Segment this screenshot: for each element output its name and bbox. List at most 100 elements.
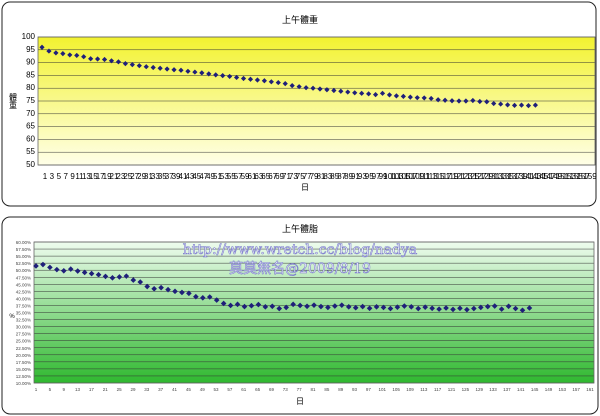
data-point xyxy=(192,69,198,75)
weight-chart-title: 上午體重 xyxy=(282,14,318,26)
data-point xyxy=(324,87,330,93)
data-point xyxy=(81,269,88,276)
data-point xyxy=(234,301,241,308)
data-point xyxy=(74,268,81,274)
data-point xyxy=(61,267,67,274)
x-tick-label: 17 xyxy=(89,387,95,392)
x-tick-label: 131 xyxy=(487,172,501,181)
x-tick-label: 15 xyxy=(89,172,98,181)
data-point xyxy=(67,266,74,272)
data-point xyxy=(429,305,435,312)
data-point xyxy=(505,303,512,310)
data-point xyxy=(275,79,281,86)
x-tick-label: 37 xyxy=(165,172,174,181)
data-point xyxy=(407,94,413,100)
weight-x-axis-label: 日 xyxy=(301,183,309,192)
x-tick-label: 25 xyxy=(117,387,123,392)
data-point xyxy=(505,102,511,108)
data-point xyxy=(172,288,178,295)
x-tick-label: 65 xyxy=(255,387,261,392)
weight-y-axis-label: 體重 xyxy=(9,92,18,109)
data-point xyxy=(304,303,310,310)
x-tick-label: 137 xyxy=(507,172,521,181)
data-point xyxy=(102,273,109,280)
data-point xyxy=(345,304,352,310)
x-tick-label: 123 xyxy=(459,172,473,181)
y-tick-label: 20.00% xyxy=(16,353,31,358)
x-tick-label: 33 xyxy=(144,387,150,392)
data-point xyxy=(122,61,128,67)
y-tick-label: 17.50% xyxy=(16,360,31,365)
data-point xyxy=(88,56,94,62)
x-tick-label: 105 xyxy=(397,172,411,181)
y-tick-label: 12.50% xyxy=(16,374,31,379)
data-point xyxy=(519,307,526,314)
x-tick-label: 49 xyxy=(200,387,206,392)
x-tick-label: 149 xyxy=(549,172,563,181)
x-tick-label: 45 xyxy=(192,172,201,181)
x-tick-label: 143 xyxy=(528,172,542,181)
x-tick-label: 67 xyxy=(268,172,277,181)
y-tick-label: 27.50% xyxy=(16,332,31,337)
x-tick-label: 159 xyxy=(583,172,597,181)
x-tick-label: 77 xyxy=(297,387,303,392)
x-tick-label: 35 xyxy=(158,172,167,181)
y-tick-label: 75 xyxy=(26,96,35,105)
data-point xyxy=(283,304,289,311)
x-tick-label: 51 xyxy=(213,172,222,181)
x-tick-label: 121 xyxy=(448,387,456,392)
x-tick-label: 65 xyxy=(261,172,270,181)
x-tick-label: 21 xyxy=(103,387,109,392)
data-point xyxy=(296,84,302,90)
data-point xyxy=(373,304,380,310)
data-point xyxy=(143,64,149,70)
data-point xyxy=(199,70,205,76)
data-point xyxy=(179,289,185,296)
x-tick-label: 53 xyxy=(214,387,220,392)
y-tick-label: 85 xyxy=(26,70,35,79)
data-point xyxy=(463,98,469,104)
data-point xyxy=(108,58,115,64)
data-point xyxy=(317,86,323,92)
weight-x-ticks: 1 3 5 7 9 11131517192123252729313335373941434… xyxy=(43,172,597,181)
x-tick-label: 113 xyxy=(425,172,438,181)
data-point xyxy=(206,71,212,77)
data-point xyxy=(227,302,234,309)
data-point xyxy=(178,67,184,73)
data-point xyxy=(213,297,220,303)
data-point xyxy=(345,89,351,95)
x-tick-label: 57 xyxy=(227,387,233,392)
data-point xyxy=(123,273,130,279)
y-tick-label: 55 xyxy=(26,147,35,156)
x-tick-label: 117 xyxy=(439,172,452,181)
data-point xyxy=(518,102,525,108)
data-point xyxy=(171,67,177,73)
data-point xyxy=(289,83,295,89)
x-tick-label: 129 xyxy=(475,387,483,392)
x-tick-label: 71 xyxy=(282,172,291,181)
x-tick-label: 151 xyxy=(556,172,570,181)
data-point xyxy=(498,101,504,107)
data-point xyxy=(94,56,101,62)
x-tick-label: 41 xyxy=(172,387,178,392)
data-point xyxy=(269,303,276,310)
data-point xyxy=(165,286,171,293)
bodyfat-x-axis-label: 日 xyxy=(296,397,304,406)
x-tick-label: 83 xyxy=(323,172,332,181)
x-tick-label: 9 xyxy=(70,172,75,181)
x-tick-label: 29 xyxy=(137,172,146,181)
x-tick-label: 33 xyxy=(151,172,160,181)
data-point xyxy=(186,290,192,297)
data-point xyxy=(428,95,434,102)
x-tick-label: 149 xyxy=(545,387,553,392)
data-point xyxy=(255,301,262,308)
watermark-credit: 莫莫無名@2009/8/19 xyxy=(229,261,371,277)
x-tick-label: 103 xyxy=(390,172,404,181)
y-tick-label: 22.50% xyxy=(16,346,31,351)
data-point xyxy=(477,98,483,105)
x-tick-label: 69 xyxy=(269,387,275,392)
data-point xyxy=(338,88,344,94)
y-tick-label: 32.50% xyxy=(16,318,31,323)
